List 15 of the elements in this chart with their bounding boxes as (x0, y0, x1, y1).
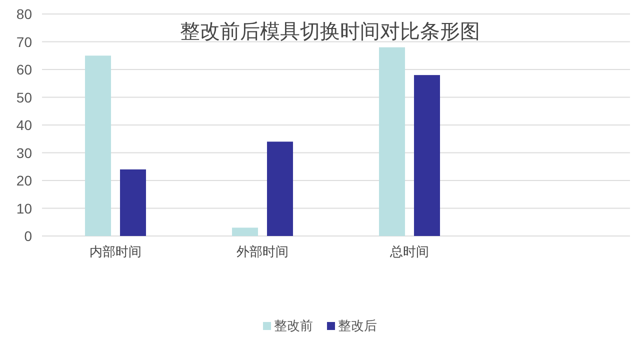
y-tick-label: 0 (24, 228, 32, 244)
chart-title: 整改前后模具切换时间对比条形图 (180, 19, 480, 43)
y-tick-label: 60 (16, 62, 32, 78)
y-tick-label: 20 (16, 172, 32, 188)
legend-label: 整改前 (274, 319, 313, 334)
x-tick-label: 内部时间 (90, 245, 142, 260)
y-tick-label: 50 (16, 89, 32, 106)
y-tick-label: 30 (16, 144, 32, 161)
y-tick-label: 10 (16, 200, 32, 216)
legend-label: 整改后 (338, 319, 377, 334)
x-tick-label: 总时间 (389, 245, 429, 260)
y-tick-label: 80 (16, 6, 32, 22)
y-tick-label: 40 (16, 117, 32, 133)
y-tick-label: 70 (16, 34, 32, 50)
x-tick-label: 外部时间 (236, 245, 288, 260)
